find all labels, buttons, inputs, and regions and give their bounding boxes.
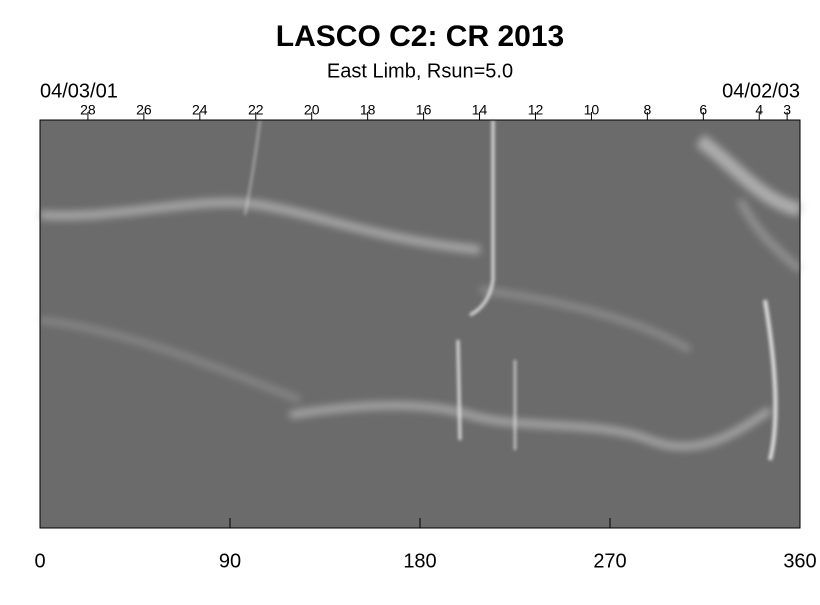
synoptic-image [39,119,803,529]
top-tick-label: 3 [783,102,791,118]
top-tick-label: 4 [755,102,763,118]
image-bright-features [244,119,778,461]
top-tick-label: 20 [304,102,320,118]
image-streaks [39,134,803,451]
top-tick-label: 28 [80,102,96,118]
top-tick-label: 6 [699,102,707,118]
top-tick-label: 10 [584,102,600,118]
x-tick-label: 360 [783,550,816,572]
top-tick-label: 22 [248,102,264,118]
chart-title: LASCO C2: CR 2013 [276,20,564,53]
x-tick-label: 0 [34,550,45,572]
top-tick-label: 18 [360,102,376,118]
x-tick-label: 270 [593,550,626,572]
image-background [40,120,800,528]
start-date-label: 04/03/01 [40,80,118,102]
top-tick-label: 12 [528,102,544,118]
top-tick-label: 24 [192,102,208,118]
chart-subtitle: East Limb, Rsun=5.0 [327,60,513,82]
x-tick-label: 90 [219,550,241,572]
top-tick-label: 26 [136,102,152,118]
x-tick-label: 180 [403,550,436,572]
top-tick-label: 8 [643,102,651,118]
top-tick-label: 14 [472,102,488,118]
end-date-label: 04/02/03 [722,80,800,102]
top-tick-label: 16 [416,102,432,118]
